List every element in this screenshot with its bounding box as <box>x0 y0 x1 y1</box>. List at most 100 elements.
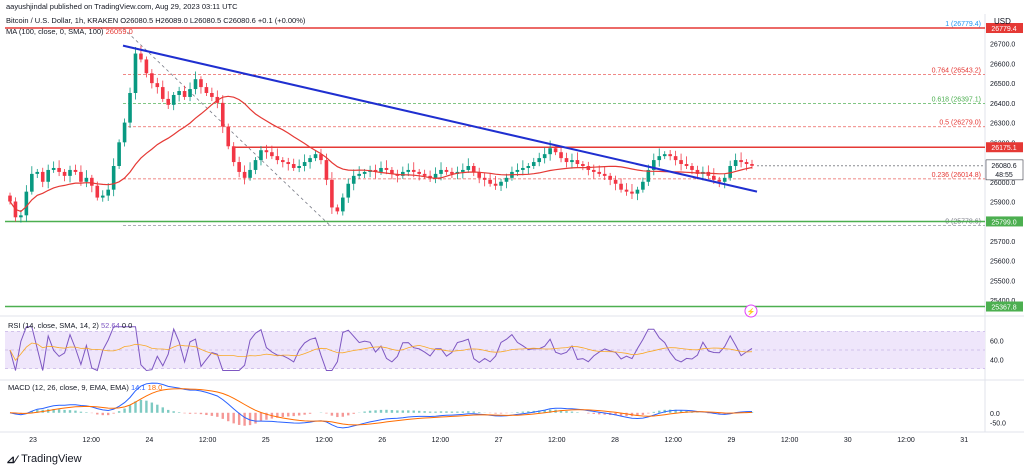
candle-body <box>237 162 241 172</box>
macd-histogram-bar <box>598 412 601 415</box>
candle-body <box>308 158 312 163</box>
rsi-tick-label: 40.0 <box>990 357 1004 364</box>
macd-histogram-bar <box>548 409 552 413</box>
macd-histogram-bar <box>232 412 235 424</box>
candle-body <box>570 160 574 163</box>
candle-body <box>144 59 149 74</box>
macd-histogram-bar <box>434 411 437 413</box>
macd-histogram-bar <box>237 412 241 425</box>
candle-body <box>177 91 181 95</box>
rsi-legend-value: 52.64 <box>100 321 120 330</box>
macd-histogram-bar <box>707 412 710 414</box>
macd-histogram-bar <box>527 411 530 413</box>
candle-body <box>313 154 318 159</box>
candle-body <box>744 162 749 165</box>
candle-body <box>24 191 29 216</box>
macd-histogram-bar <box>385 409 388 413</box>
macd-histogram-bar <box>368 410 372 413</box>
macd-legend: MACD (12, 26, close, 9, EMA, EMA) 14.1 1… <box>8 383 162 392</box>
macd-histogram-bar <box>194 412 197 414</box>
macd-histogram-bar <box>68 410 72 413</box>
macd-histogram-bar <box>341 412 345 417</box>
candle-body <box>40 171 45 182</box>
macd-line <box>9 382 753 429</box>
price-tick-label: 25500.0 <box>990 278 1015 285</box>
time-tick-label: 27 <box>495 437 503 444</box>
candle-body <box>668 154 672 157</box>
time-tick-label: 12:00 <box>82 437 100 444</box>
macd-histogram-bar <box>199 412 203 415</box>
time-tick-label: 30 <box>844 437 852 444</box>
candle-body <box>62 171 67 176</box>
candle-body <box>591 169 596 172</box>
time-tick-label: 29 <box>728 437 736 444</box>
candle-body <box>482 177 487 180</box>
macd-histogram-bar <box>390 410 394 413</box>
macd-histogram-bar <box>336 412 339 418</box>
candle-body <box>253 160 258 170</box>
support-price-label: 25799.0 <box>991 219 1016 226</box>
candle-body <box>166 98 171 105</box>
macd-histogram-bar <box>254 412 257 424</box>
macd-histogram-bar <box>499 412 503 414</box>
candle-body <box>297 166 301 168</box>
macd-histogram-bar <box>379 409 383 413</box>
macd-histogram-bar <box>347 412 350 416</box>
ma-legend-label: MA (100, close, 0, SMA, 100) <box>6 27 104 36</box>
candle-body <box>324 160 329 180</box>
macd-histogram-bar <box>679 410 683 413</box>
symbol-info: Bitcoin / U.S. Dollar, 1h, KRAKEN O26080… <box>6 16 306 25</box>
macd-histogram-bar <box>101 412 104 416</box>
candle-body <box>106 189 111 196</box>
macd-histogram-bar <box>30 411 34 413</box>
candle-body <box>155 83 160 88</box>
fib-level-label: 0.764 (26543.2) <box>932 68 981 75</box>
tradingview-logo-icon: ⊿⁄ <box>6 453 18 466</box>
candle-body <box>286 162 291 165</box>
macd-histogram-bar <box>417 410 421 413</box>
macd-histogram-bar <box>172 411 175 413</box>
candle-body <box>564 158 569 163</box>
candle-body <box>450 171 454 174</box>
macd-histogram-bar <box>374 410 377 413</box>
candle-body <box>695 169 700 174</box>
ma-line <box>9 95 753 213</box>
candle-body <box>373 169 378 172</box>
candle-body <box>739 160 743 163</box>
fib-level-label: 0.236 (26014.8) <box>932 172 981 179</box>
candle-body <box>84 177 89 182</box>
candle-body <box>384 167 389 170</box>
candle-body <box>406 169 411 172</box>
macd-histogram-bar <box>117 411 121 413</box>
macd-histogram-bar <box>128 405 132 413</box>
candle-body <box>411 169 416 172</box>
candle-body <box>581 164 585 166</box>
current-price-label: 26080.6 <box>991 163 1016 170</box>
rsi-band <box>5 331 985 369</box>
candle-body <box>712 175 716 180</box>
candle-body <box>733 160 738 166</box>
lightning-icon: ⚡ <box>747 307 756 316</box>
candle-body <box>499 181 503 186</box>
candle-body <box>750 164 754 166</box>
candle-body <box>79 171 83 182</box>
candle-body <box>706 171 711 176</box>
macd-histogram-bar <box>57 409 61 413</box>
macd-histogram-bar <box>647 412 650 414</box>
candle-body <box>553 148 558 153</box>
time-tick-label: 24 <box>146 437 154 444</box>
candle-body <box>160 87 165 99</box>
fib-level-label: 1 (26779.4) <box>945 21 981 28</box>
macd-histogram-bar <box>652 411 655 413</box>
candle-body <box>182 91 187 97</box>
candle-body <box>188 89 192 97</box>
rsi-legend: RSI (14, close, SMA, 14, 2) 52.64 0 0 <box>8 321 132 330</box>
support2-price-label: 25367.8 <box>991 305 1016 312</box>
candle-body <box>657 156 662 161</box>
candle-body <box>651 160 656 170</box>
macd-histogram-bar <box>559 410 563 413</box>
candle-body <box>248 169 252 178</box>
macd-histogram-bar <box>718 412 721 415</box>
candle-body <box>362 171 367 174</box>
